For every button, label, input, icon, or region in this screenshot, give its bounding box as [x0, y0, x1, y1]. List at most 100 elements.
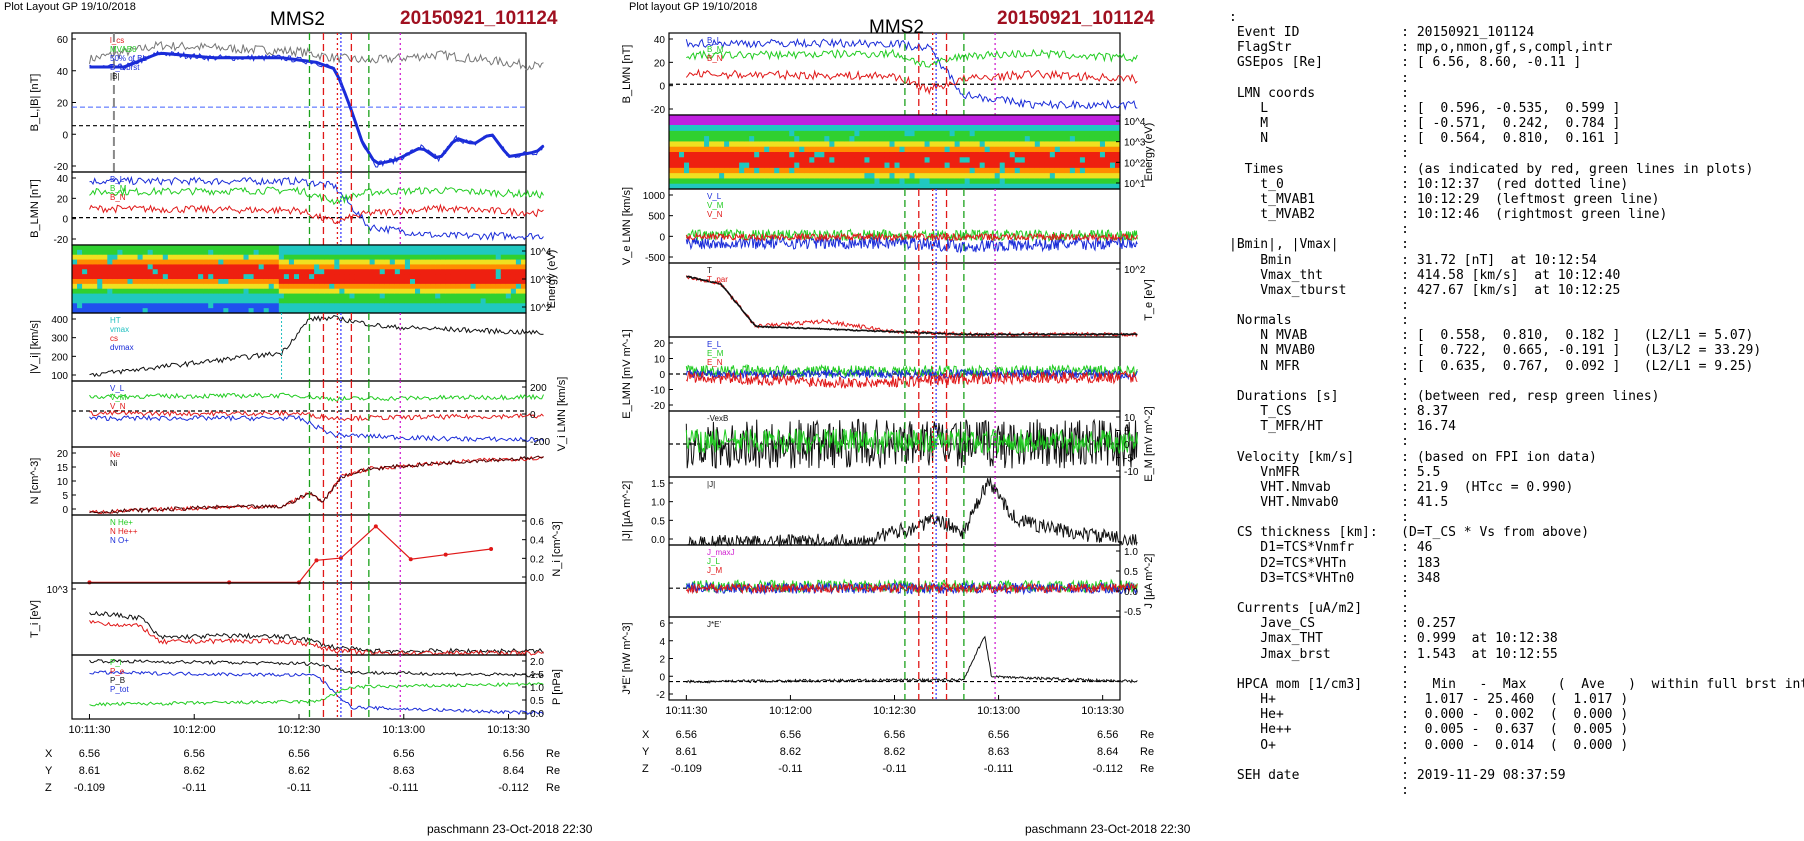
spectrogram-cell [485, 259, 492, 265]
spectrogram-cell [844, 173, 850, 179]
left-spacecraft-label: MMS2 [270, 9, 325, 30]
spectrogram-cell [319, 274, 325, 280]
spectrogram-cell [1024, 152, 1031, 158]
spectrogram-cell [304, 269, 310, 275]
spectrogram-cell [1014, 173, 1021, 179]
spectrogram-cell [364, 279, 371, 285]
spectrogram-cell [248, 283, 255, 290]
spectrogram-cell [1104, 162, 1111, 169]
spectrogram-cell [420, 269, 426, 275]
spectrogram-cell [510, 293, 517, 299]
spectrogram-cell [1084, 157, 1091, 164]
spectrogram-cell [193, 283, 199, 290]
spectrogram-cell [1089, 183, 1096, 190]
spectrogram-cell [238, 293, 245, 299]
spectrogram-cell [87, 288, 93, 295]
spectrogram-cell [754, 141, 760, 148]
spectrogram-cell [354, 293, 361, 299]
spectrogram-cell [147, 269, 154, 275]
spectrogram-cell [399, 308, 406, 314]
spectrogram-cell [92, 264, 98, 270]
pos-value: 8.61 [676, 746, 697, 758]
spectrogram-cell [167, 288, 174, 295]
spectrogram-cell [914, 125, 921, 132]
spectrogram-cell [369, 293, 376, 299]
spectrogram-cell [500, 249, 507, 256]
spectrogram-cell [834, 157, 840, 164]
spectrogram-cell [208, 259, 214, 265]
spectrogram-cell [1074, 146, 1081, 153]
spectrogram-cell [435, 249, 441, 256]
spectrogram-cell [974, 157, 981, 164]
spectrogram-cell [1099, 173, 1106, 179]
spectrogram-cell [714, 157, 720, 164]
spectrogram-cell [263, 288, 270, 295]
spectrogram-cell [117, 298, 123, 304]
spectrogram-cell [909, 167, 916, 174]
spectrogram-cell [167, 283, 174, 290]
spectrogram-cell [1114, 183, 1121, 190]
spectrogram-cell [182, 274, 189, 280]
spectrogram-cell [193, 308, 199, 314]
spectrogram-cell [112, 288, 118, 295]
spectrogram-cell [934, 173, 941, 179]
spectrogram-cell [203, 283, 209, 290]
spectrogram-cell [364, 308, 371, 314]
spectrogram-cell [268, 283, 275, 290]
spectrogram-cell [919, 125, 926, 132]
spectrogram-cell [1004, 178, 1011, 185]
spectrogram-cell [939, 152, 946, 158]
spectrogram-cell [435, 279, 441, 285]
spectrogram-cell [874, 141, 880, 148]
spectrogram-cell [425, 254, 431, 261]
spectrogram-cell [480, 264, 487, 270]
spectrogram-cell [465, 283, 472, 290]
spectrogram-cell [1099, 152, 1106, 158]
spectrogram-cell [734, 178, 740, 185]
spectrogram-cell [394, 264, 401, 270]
spectrogram-cell [248, 293, 255, 299]
spectrogram-cell [1104, 136, 1111, 142]
spectrogram-cell [699, 141, 705, 148]
spectrogram-cell [399, 245, 406, 251]
spectrogram-cell [854, 130, 860, 137]
tick-label: 2 [659, 655, 665, 666]
spectrogram-cell [704, 130, 710, 137]
spectrogram-cell [1024, 146, 1031, 153]
spectrogram-cell [1044, 173, 1051, 179]
spectrogram-cell [849, 167, 855, 174]
spectrogram-cell [359, 283, 366, 290]
legend-entry: B_N [707, 54, 723, 63]
spectrogram-cell [288, 259, 295, 265]
spectrogram-cell [475, 259, 482, 265]
spectrogram-cell [1044, 146, 1051, 153]
spectrogram-cell [1114, 136, 1121, 142]
spectrogram-cell [475, 288, 482, 295]
spectrogram-cell [789, 178, 795, 185]
y-axis-label: N_i [cm^-3] [551, 521, 563, 576]
spectrogram-cell [894, 125, 901, 132]
spectrogram-cell [964, 136, 971, 142]
spectrogram-cell [939, 141, 946, 148]
spectrogram-cell [349, 298, 355, 304]
spectrogram-cell [699, 136, 705, 142]
spectrogram-cell [460, 264, 466, 270]
spectrogram-cell [924, 152, 931, 158]
spectrogram-cell [674, 157, 680, 164]
spectrogram-cell [774, 146, 780, 153]
spectrogram-cell [929, 157, 936, 164]
spectrogram-cell [218, 308, 224, 314]
info-line: HPCA mom [1/cm3] : Min - Max ( Ave ) wit… [1229, 676, 1804, 692]
spectrogram-cell [283, 259, 290, 265]
spectrogram-cell [784, 141, 790, 148]
spectrogram-cell [829, 157, 835, 164]
spectrogram-cell [238, 279, 245, 285]
spectrogram-cell [899, 167, 906, 174]
spectrogram-cell [974, 173, 981, 179]
spectrogram-cell [884, 162, 890, 169]
spectrogram-cell [253, 249, 260, 256]
spectrogram-cell [440, 249, 446, 256]
spectrogram-cell [889, 178, 895, 185]
info-line: : [1229, 297, 1410, 313]
